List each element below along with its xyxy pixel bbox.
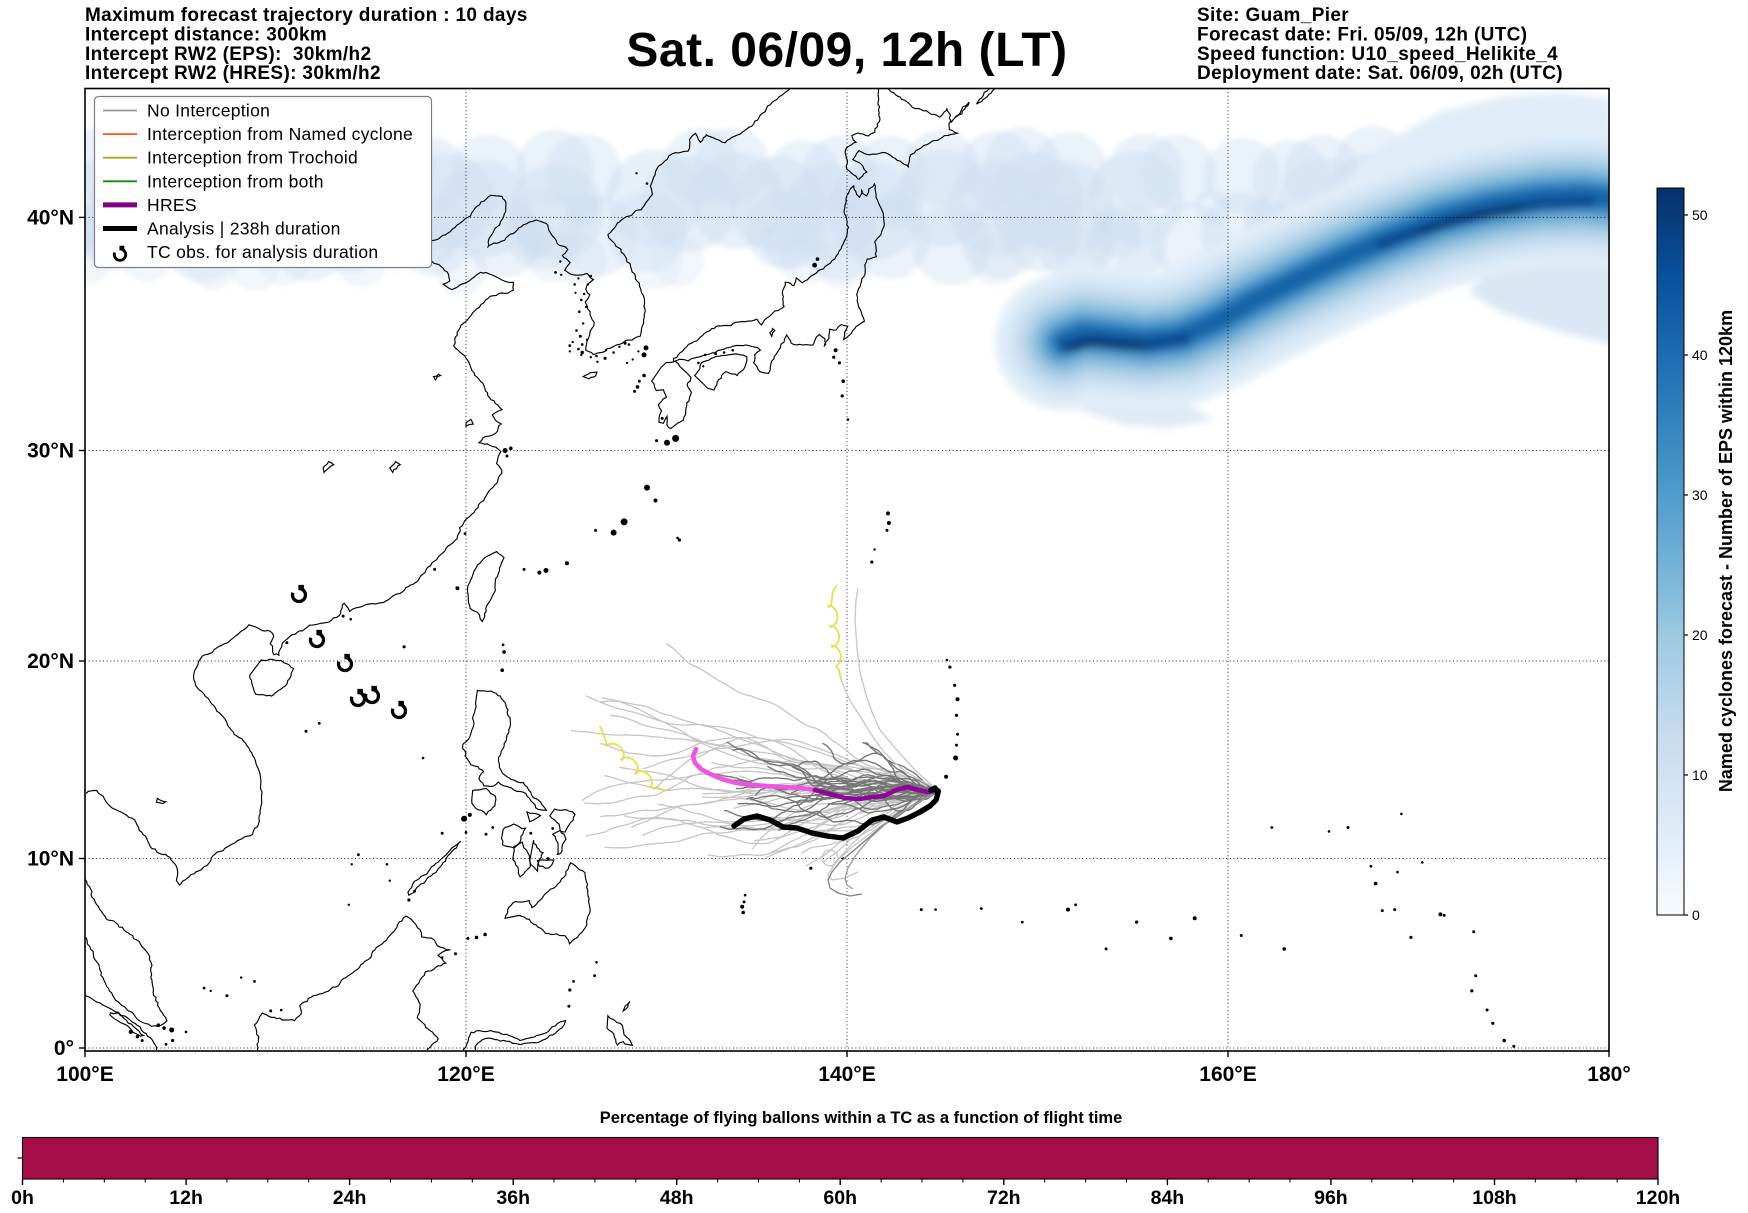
svg-text:100°E: 100°E [56, 1063, 113, 1086]
svg-text:Named cyclones forecast - Numb: Named cyclones forecast - Number of EPS … [1716, 310, 1736, 792]
svg-text:40: 40 [1692, 347, 1708, 363]
svg-text:0°: 0° [54, 1037, 74, 1060]
svg-text:Intercept RW2 (HRES): 30km/h2: Intercept RW2 (HRES): 30km/h2 [85, 63, 381, 84]
svg-text:48h: 48h [660, 1187, 694, 1209]
svg-text:36h: 36h [496, 1187, 530, 1209]
svg-text:40°N: 40°N [27, 206, 74, 229]
svg-text:Speed function: U10_speed_Heli: Speed function: U10_speed_Helikite_4 [1197, 44, 1558, 65]
svg-text:72h: 72h [987, 1187, 1021, 1209]
svg-text:TC obs. for analysis duration: TC obs. for analysis duration [147, 242, 378, 262]
svg-text:Analysis | 238h duration: Analysis | 238h duration [147, 219, 341, 239]
svg-text:20°N: 20°N [27, 650, 74, 673]
svg-text:Interception from both: Interception from both [147, 171, 324, 191]
svg-text:0: 0 [1692, 907, 1700, 923]
svg-text:160°E: 160°E [1199, 1063, 1256, 1086]
svg-text:Interception from Named cyclon: Interception from Named cyclone [147, 124, 413, 144]
svg-text:Sat. 06/09, 12h (LT): Sat. 06/09, 12h (LT) [626, 24, 1067, 77]
svg-text:Forecast date: Fri. 05/09, 12h: Forecast date: Fri. 05/09, 12h (UTC) [1197, 24, 1527, 45]
svg-text:24h: 24h [333, 1187, 367, 1209]
svg-text:0h: 0h [11, 1187, 34, 1209]
svg-text:180°: 180° [1587, 1063, 1630, 1086]
svg-text:No Interception: No Interception [147, 101, 270, 121]
svg-text:140°E: 140°E [818, 1063, 875, 1086]
svg-text:30: 30 [1692, 487, 1708, 503]
svg-text:96h: 96h [1314, 1187, 1348, 1209]
svg-text:120°E: 120°E [437, 1063, 494, 1086]
svg-text:120h: 120h [1636, 1187, 1680, 1209]
svg-text:108h: 108h [1472, 1187, 1516, 1209]
svg-text:HRES: HRES [147, 195, 197, 215]
svg-text:30°N: 30°N [27, 440, 74, 463]
svg-text:50: 50 [1692, 207, 1708, 223]
svg-text:Deployment date: Sat. 06/09, 0: Deployment date: Sat. 06/09, 02h (UTC) [1197, 63, 1563, 84]
svg-text:Maximum forecast trajectory du: Maximum forecast trajectory duration : 1… [85, 5, 528, 26]
svg-text:20: 20 [1692, 627, 1708, 643]
svg-text:Intercept RW2 (EPS): 30km/h2: Intercept RW2 (EPS): 30km/h2 [85, 44, 371, 65]
svg-text:Percentage of flying ballons w: Percentage of flying ballons within a TC… [600, 1109, 1123, 1127]
svg-text:60h: 60h [823, 1187, 857, 1209]
svg-text:Intercept distance: 300km: Intercept distance: 300km [85, 24, 327, 45]
svg-text:84h: 84h [1151, 1187, 1185, 1209]
svg-text:Interception from Trochoid: Interception from Trochoid [147, 148, 358, 168]
svg-text:Site: Guam_Pier: Site: Guam_Pier [1197, 5, 1349, 26]
svg-text:10°N: 10°N [27, 848, 74, 871]
svg-text:12h: 12h [169, 1187, 203, 1209]
svg-text:10: 10 [1692, 767, 1708, 783]
